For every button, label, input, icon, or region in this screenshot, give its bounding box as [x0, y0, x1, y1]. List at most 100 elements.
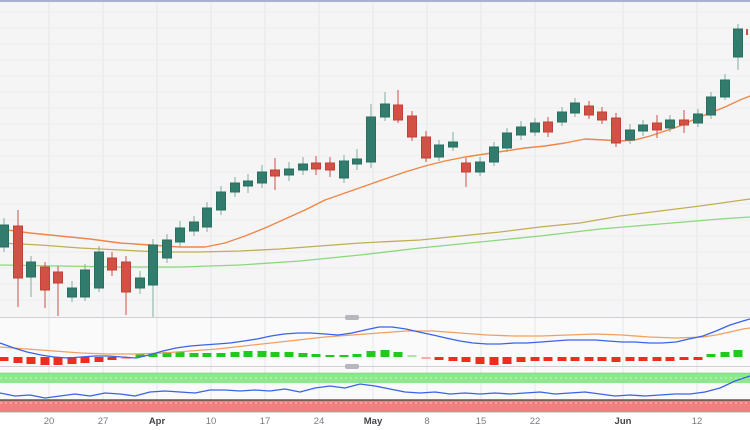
candle-body — [475, 161, 485, 173]
macd-histogram-bar — [135, 354, 145, 357]
macd-histogram-bar — [53, 357, 63, 365]
candle — [720, 74, 730, 100]
candle — [121, 256, 131, 315]
candle-body — [53, 271, 63, 284]
candle-body — [393, 104, 403, 121]
candle — [380, 92, 390, 121]
candle-body — [720, 79, 730, 98]
pane-resize-handle[interactable] — [345, 364, 359, 369]
time-axis-label: 8 — [424, 416, 429, 427]
stochastic-pane[interactable] — [0, 372, 750, 412]
candle-body — [107, 257, 117, 271]
pane-separators[interactable] — [0, 315, 750, 413]
candle-body — [679, 119, 689, 126]
macd-histogram-bar — [380, 350, 390, 357]
time-axis[interactable]: 20 27 Apr 10 17 24 May 8 15 22 Jun 12 — [44, 416, 703, 427]
candle-body — [489, 146, 499, 163]
candle-body — [121, 261, 131, 293]
candle — [434, 140, 444, 161]
candle — [461, 158, 471, 187]
macd-histogram-bar — [107, 357, 117, 360]
candle — [202, 202, 212, 232]
candle-body — [706, 96, 716, 116]
time-axis-label: May — [364, 416, 383, 427]
candle-body — [243, 180, 253, 187]
price-pane[interactable] — [0, 24, 750, 318]
candle — [625, 124, 635, 144]
candle-body — [26, 261, 36, 278]
macd-histogram-bar — [475, 357, 485, 364]
candle — [393, 90, 403, 123]
candle-body — [298, 163, 308, 171]
candle-body — [202, 207, 212, 228]
candle-body — [502, 132, 512, 149]
macd-histogram-bar — [0, 357, 9, 361]
time-axis-label: 10 — [206, 416, 217, 427]
macd-histogram-bar — [543, 357, 553, 361]
macd-histogram-bar — [162, 352, 172, 357]
candle — [284, 162, 294, 181]
candle-body — [652, 122, 662, 131]
candle — [311, 156, 321, 175]
macd-histogram-bar — [638, 357, 648, 361]
pane-resize-handle[interactable] — [345, 315, 359, 320]
macd-histogram-bar — [325, 355, 335, 357]
candle-body — [270, 169, 280, 177]
macd-histogram-bar — [421, 357, 431, 359]
axis-bg — [0, 412, 750, 430]
candle-body — [311, 162, 321, 170]
time-axis-label: 20 — [44, 416, 55, 427]
candle-body — [557, 111, 567, 123]
candle — [407, 111, 417, 141]
macd-histogram-bar — [557, 357, 567, 361]
candle-body — [570, 102, 580, 114]
candle — [339, 155, 349, 183]
candle-body — [175, 227, 185, 243]
macd-histogram-bar — [461, 357, 471, 362]
candle-body — [339, 160, 349, 179]
candle — [325, 157, 335, 177]
candle — [475, 157, 485, 176]
candle-body — [421, 136, 431, 159]
macd-histogram-bar — [434, 357, 444, 360]
candle-body — [380, 103, 390, 118]
candle-body — [543, 121, 553, 133]
macd-histogram-bar — [121, 357, 131, 359]
candle-body — [516, 126, 526, 136]
ma-mid-olive — [0, 198, 750, 253]
candle-body — [80, 269, 90, 298]
stochastic-line — [0, 375, 750, 399]
candle — [421, 131, 431, 162]
top-border — [0, 0, 750, 2]
candle-body — [0, 224, 9, 248]
macd-histogram-bar — [202, 353, 212, 357]
macd-histogram-bar — [516, 357, 526, 362]
candle — [448, 132, 458, 151]
macd-pane[interactable] — [0, 318, 750, 365]
time-axis-label: 22 — [530, 416, 541, 427]
time-axis-label: 24 — [314, 416, 325, 427]
candle — [13, 210, 23, 307]
time-axis-label: Jun — [615, 416, 632, 427]
candle — [489, 142, 499, 166]
candle — [516, 121, 526, 140]
candle — [502, 128, 512, 152]
macd-histogram-bar — [148, 353, 158, 357]
oversold-band — [0, 400, 750, 412]
candle-body — [40, 266, 50, 291]
macd-histogram-bar — [597, 357, 607, 361]
candle-body — [597, 111, 607, 121]
macd-histogram-bar — [584, 357, 594, 361]
macd-histogram-bar — [693, 357, 703, 360]
macd-histogram-bar — [352, 354, 362, 357]
macd-signal-line — [0, 327, 750, 355]
macd-histogram-bar — [530, 357, 540, 361]
candle — [135, 271, 145, 294]
candle-body — [625, 129, 635, 141]
chart-top-border — [0, 0, 750, 2]
candle-body — [257, 171, 267, 184]
candle — [298, 157, 308, 175]
candle — [352, 149, 362, 170]
